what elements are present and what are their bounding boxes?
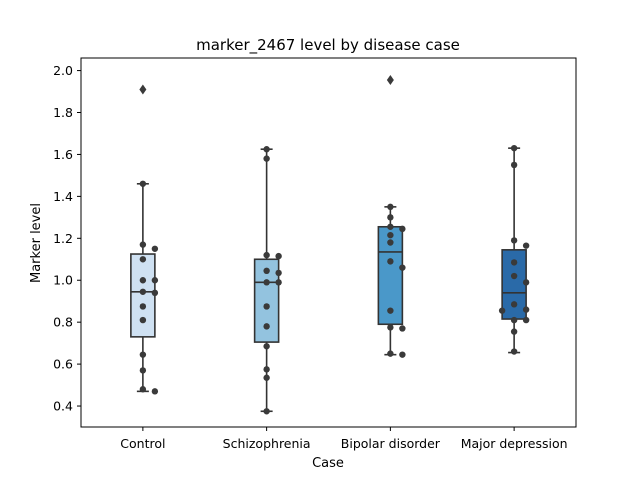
y-tick-label: 2.0: [53, 63, 73, 78]
data-point: [510, 316, 518, 324]
data-point: [139, 241, 147, 248]
y-tick-label: 1.8: [53, 105, 73, 120]
data-point: [387, 223, 394, 230]
data-point: [399, 351, 406, 358]
data-point: [139, 367, 147, 374]
outlier-marker: [386, 75, 394, 86]
data-point: [139, 386, 147, 393]
data-point: [275, 279, 282, 286]
data-point: [387, 258, 394, 265]
x-tick-label: Schizophrenia: [223, 436, 311, 451]
data-point: [263, 279, 270, 286]
x-tick-label: Major depression: [461, 436, 568, 451]
data-point: [387, 214, 394, 221]
y-tick-label: 0.4: [53, 399, 73, 414]
data-point: [387, 307, 394, 314]
data-point: [387, 239, 394, 246]
data-point: [263, 343, 270, 350]
data-point: [387, 350, 394, 357]
axes-frame: [80, 57, 577, 428]
data-point: [399, 325, 406, 332]
data-point: [498, 307, 506, 314]
data-point: [387, 231, 394, 239]
data-point: [510, 259, 518, 266]
data-point: [399, 225, 406, 233]
y-tick-label: 1.4: [53, 189, 73, 204]
data-point: [387, 324, 394, 331]
x-tick-label: Control: [120, 436, 165, 451]
data-point: [263, 155, 270, 162]
y-tick-label: 0.8: [53, 315, 73, 330]
data-point: [139, 256, 147, 263]
y-axis-label: Marker level: [29, 203, 44, 283]
data-point: [399, 264, 406, 271]
data-point: [151, 388, 159, 395]
data-point: [510, 348, 518, 355]
data-point: [263, 251, 270, 259]
data-point: [151, 277, 159, 284]
data-point: [139, 288, 147, 295]
data-point: [510, 161, 518, 169]
data-point: [263, 146, 270, 153]
data-point: [510, 272, 518, 280]
data-point: [522, 279, 530, 286]
outlier-marker: [139, 84, 147, 95]
data-point: [263, 267, 270, 275]
data-point: [522, 316, 530, 324]
plot-area: 0.4 0.6 0.8 1.0 1.2 1.4 1.6 1.8 2.0 Control Schizo…: [53, 57, 577, 451]
data-point: [139, 303, 147, 310]
chart-title: marker_2467 level by disease case: [196, 36, 460, 55]
data-point: [139, 277, 147, 284]
x-axis-label: Case: [312, 456, 344, 471]
data-point: [263, 366, 270, 373]
data-point: [522, 242, 530, 249]
data-point: [263, 374, 270, 381]
data-point: [387, 203, 394, 211]
data-point: [151, 289, 159, 297]
data-point: [139, 316, 147, 324]
data-point: [151, 245, 159, 252]
y-tick-label: 1.0: [53, 273, 73, 288]
box-0: [130, 253, 156, 338]
data-point: [275, 269, 282, 277]
data-point: [510, 237, 518, 244]
y-tick-label: 1.6: [53, 147, 73, 162]
data-point: [263, 323, 270, 330]
data-point: [510, 301, 518, 308]
data-point: [522, 306, 530, 313]
data-point: [263, 408, 270, 415]
data-point: [275, 252, 282, 260]
data-point: [510, 144, 518, 152]
data-point: [139, 180, 147, 187]
x-tick-label: Bipolar disorder: [341, 436, 441, 451]
data-point: [510, 328, 518, 335]
data-point: [263, 303, 270, 310]
y-tick-label: 0.6: [53, 357, 73, 372]
data-point: [139, 351, 147, 358]
y-tick-label: 1.2: [53, 231, 73, 246]
